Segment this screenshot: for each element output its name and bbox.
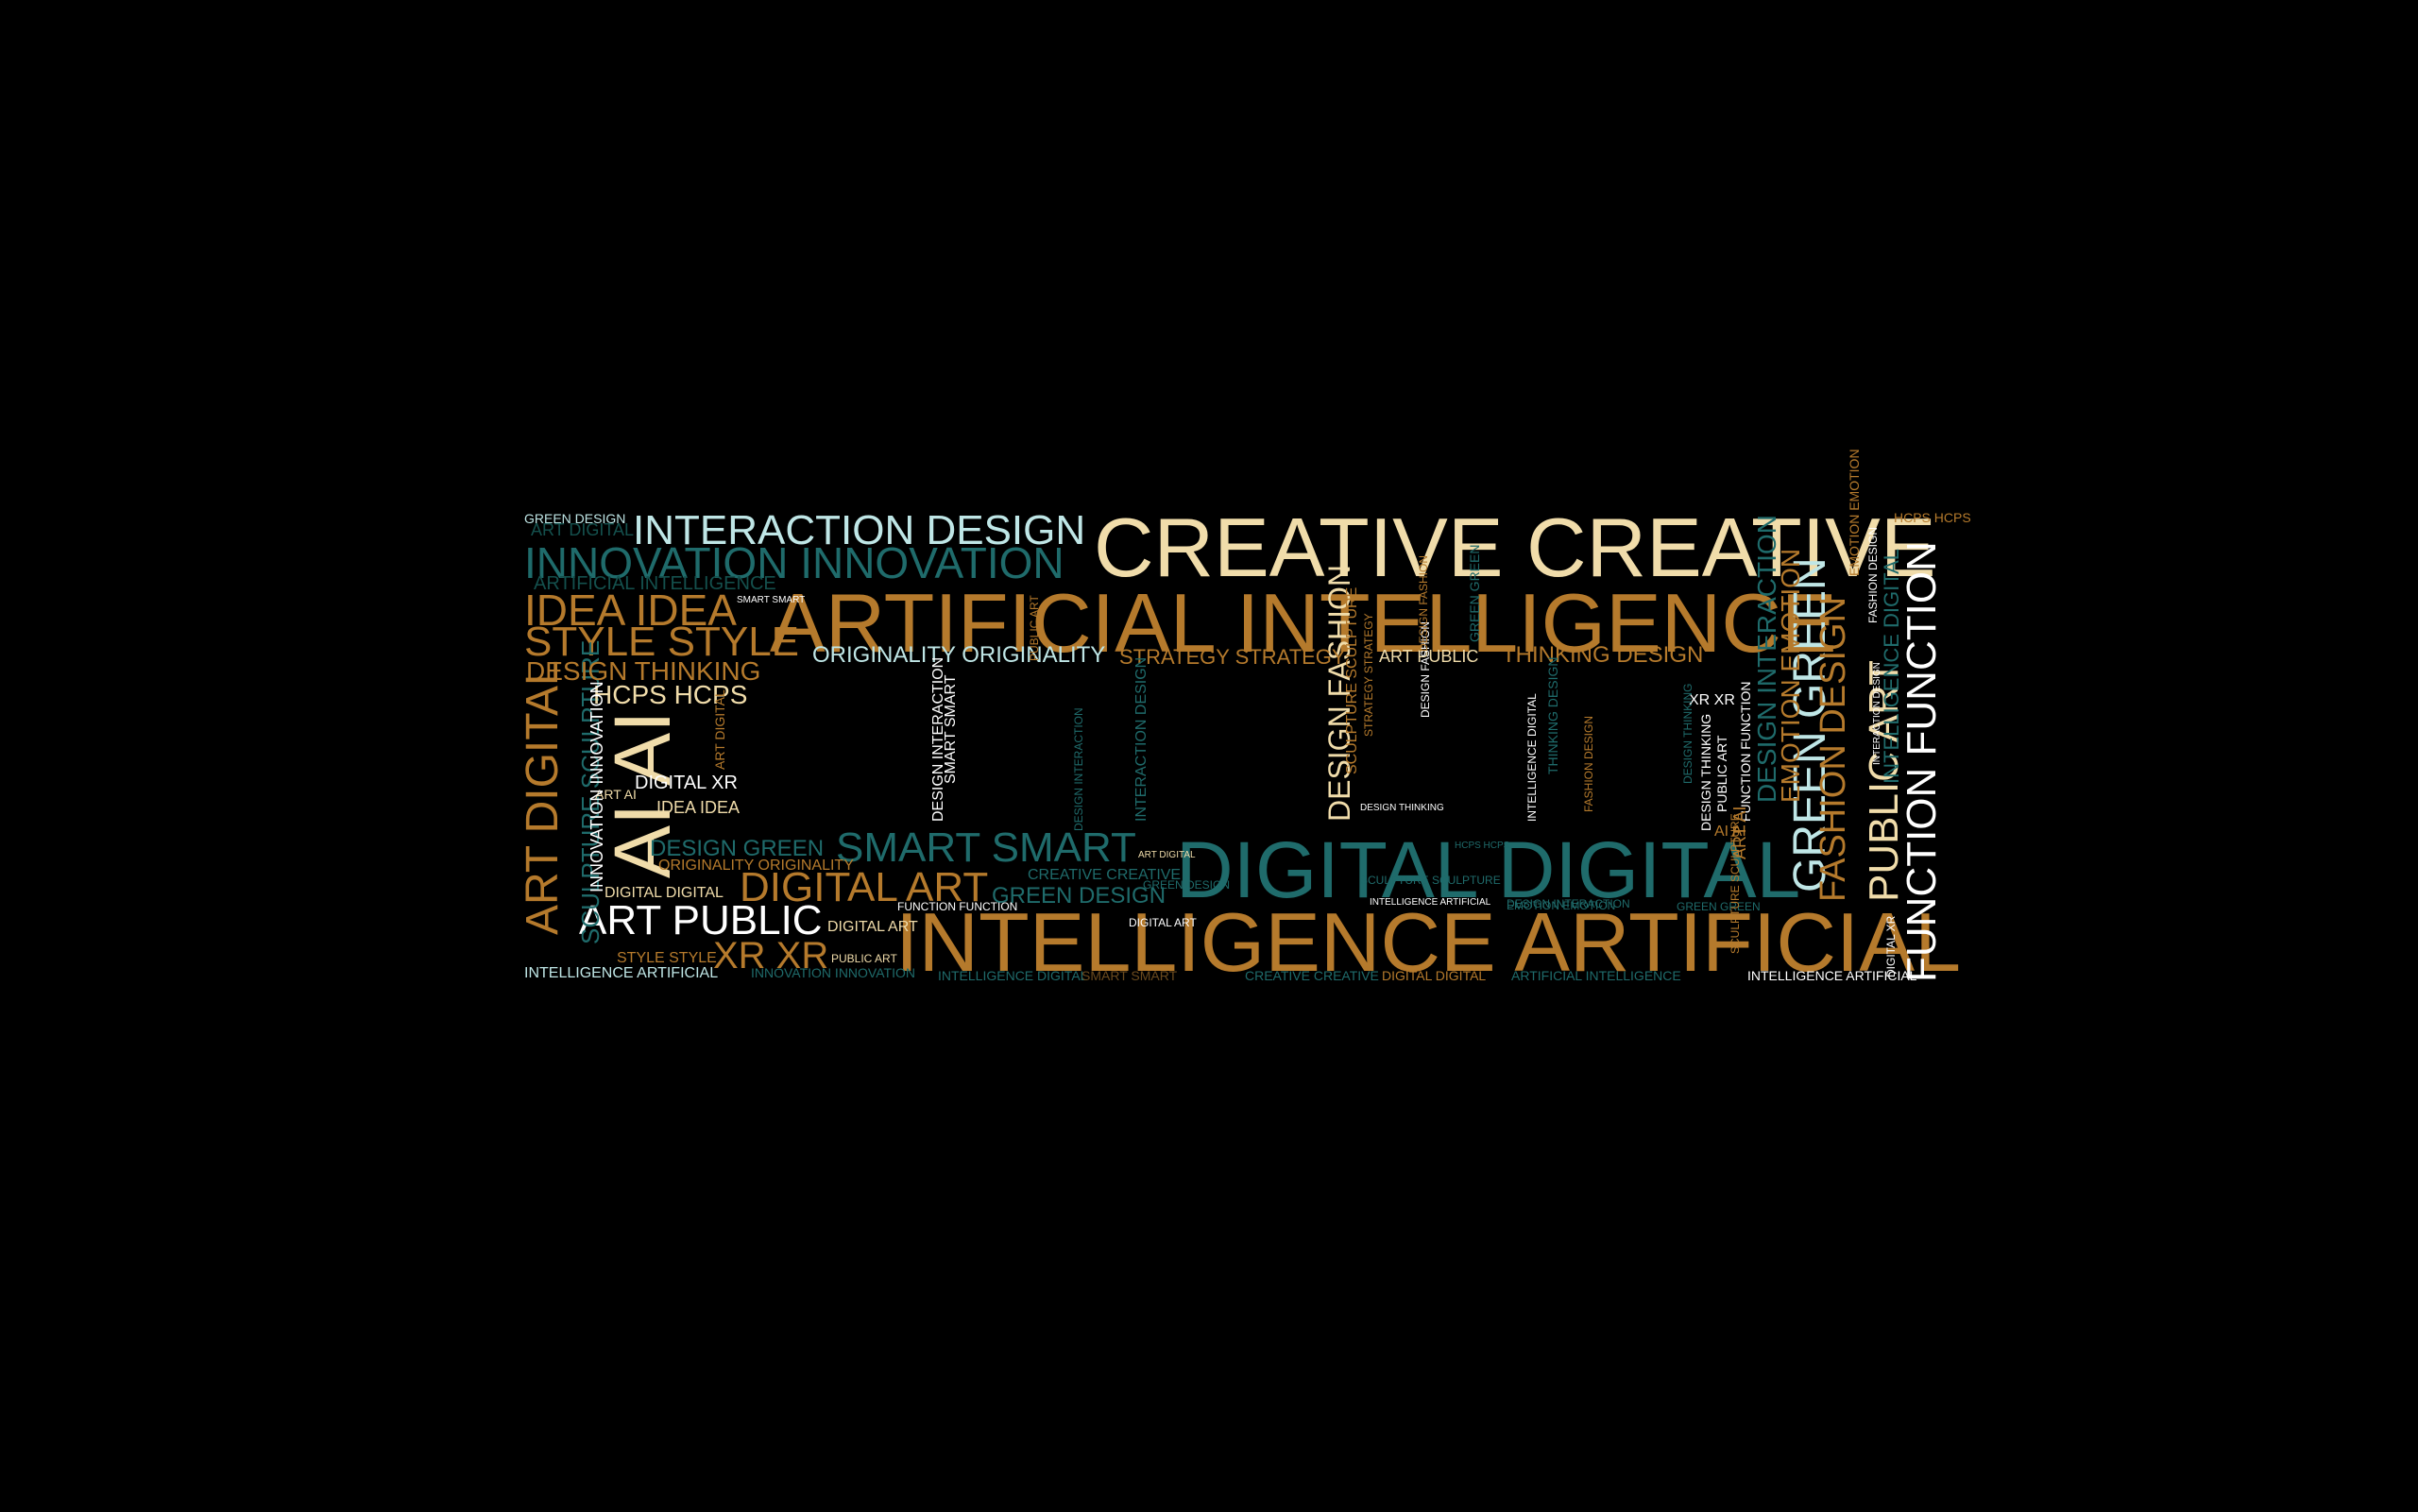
word-design-thinking: DESIGN THINKING bbox=[1360, 803, 1444, 813]
word-green-design: GREEN DESIGN bbox=[992, 883, 1166, 909]
word-creative-creative: CREATIVE CREATIVE bbox=[1094, 501, 1936, 594]
word-emotion-emotion: EMOTION EMOTION bbox=[1776, 549, 1805, 803]
word-art-digital: ART DIGITAL bbox=[531, 520, 634, 539]
word-design-green: DESIGN GREEN bbox=[650, 836, 824, 861]
word-ai-ai: AI AI bbox=[1714, 824, 1746, 840]
word-ai-ai: AI AI bbox=[598, 711, 687, 878]
word-sculpture-sculpture: SCULPTURE SCULPTURE bbox=[1360, 874, 1501, 887]
word-innovation-innovation: INNOVATION INNOVATION bbox=[524, 538, 1064, 587]
word-sculpture-sculpture: SCULPTURE SCULPTURE bbox=[576, 640, 604, 944]
word-intelligence-digital: INTELLIGENCE DIGITAL bbox=[1525, 693, 1539, 822]
word-artificial-intelligence: ARTIFICIAL INTELLIGENCE bbox=[534, 573, 776, 594]
word-green-green: GREEN GREEN bbox=[1785, 557, 1835, 892]
word-emotion-emotion: EMOTION EMOTION bbox=[1507, 899, 1615, 912]
word-fashion-design: FASHION DESIGN bbox=[1582, 716, 1595, 812]
word-smart-smart: SMART SMART bbox=[1081, 968, 1178, 983]
word-design-fashion: DESIGN FASHION bbox=[1419, 621, 1432, 718]
word-green-green: GREEN GREEN bbox=[1467, 545, 1482, 642]
word-digital-art: DIGITAL ART bbox=[1129, 916, 1197, 929]
word-digital-digital: DIGITAL DIGITAL bbox=[604, 885, 724, 901]
word-public-art: PUBLIC ART bbox=[831, 952, 897, 965]
word-function-function: FUNCTION FUNCTION bbox=[1899, 541, 1945, 982]
word-emotion-emotion: EMOTION EMOTION bbox=[1847, 449, 1862, 576]
word-idea-idea: IDEA IDEA bbox=[524, 586, 737, 635]
word-originality-originality: ORIGINALITY ORIGINALITY bbox=[658, 858, 854, 874]
word-intelligence-artificial: INTELLIGENCE ARTIFICIAL bbox=[1747, 968, 1917, 983]
word-fashion-design: FASHION DESIGN bbox=[1814, 597, 1853, 902]
word-intelligence-artificial: INTELLIGENCE ARTIFICIAL bbox=[524, 965, 718, 981]
word-artificial-intelligence: ARTIFICIAL INTELLIGENCE bbox=[770, 576, 1837, 670]
word-style-style: STYLE STYLE bbox=[617, 950, 717, 966]
word-intelligence-artificial: INTELLIGENCE ARTIFICIAL bbox=[895, 895, 1961, 989]
word-intelligence-digital: INTELLIGENCE DIGITAL bbox=[1880, 549, 1903, 784]
word-art-digital: ART DIGITAL bbox=[518, 660, 568, 935]
word-digital-digital: DIGITAL DIGITAL bbox=[1382, 968, 1486, 983]
word-design-thinking: DESIGN THINKING bbox=[526, 656, 760, 686]
word-digital-xr: DIGITAL XR bbox=[635, 773, 738, 793]
word-smart-smart: SMART SMART bbox=[943, 674, 959, 784]
word-originality-originality: ORIGINALITY ORIGINALITY bbox=[812, 642, 1105, 668]
word-design-thinking: DESIGN THINKING bbox=[1698, 714, 1713, 831]
word-interaction-design: INTERACTION DESIGN bbox=[1133, 657, 1149, 822]
word-public-art: PUBLIC ART bbox=[1714, 735, 1729, 812]
word-art-ai: ART AI bbox=[595, 787, 637, 802]
word-art-public: ART PUBLIC bbox=[579, 897, 823, 943]
word-digital-digital: DIGITAL DIGITAL bbox=[1176, 825, 1800, 914]
word-design-fashion: DESIGN FASHION bbox=[1322, 565, 1356, 822]
word-strategy-strategy: STRATEGY STRATEGY bbox=[1119, 645, 1346, 669]
word-smart-smart: SMART SMART bbox=[737, 595, 805, 605]
word-strategy-strategy: STRATEGY STRATEGY bbox=[1362, 613, 1375, 737]
word-xr-xr: XR XR bbox=[713, 935, 828, 977]
word-design-thinking: DESIGN THINKING bbox=[1681, 684, 1694, 784]
word-green-green: GREEN GREEN bbox=[1677, 900, 1761, 913]
word-xr-xr: XR XR bbox=[1689, 692, 1735, 708]
word-digital-art: DIGITAL ART bbox=[740, 864, 988, 910]
word-art-public: ART PUBLIC bbox=[1379, 647, 1478, 666]
word-fashion-design: FASHION DESIGN bbox=[1866, 527, 1880, 623]
word-hcps-hcps: HCPS HCPS bbox=[1455, 841, 1510, 851]
word-hcps-hcps: HCPS HCPS bbox=[593, 680, 747, 709]
word-design-interaction: DESIGN INTERACTION bbox=[1507, 897, 1630, 910]
word-style-style: STYLE STYLE bbox=[524, 619, 799, 665]
word-function-function: FUNCTION FUNCTION bbox=[1738, 681, 1753, 822]
word-idea-idea: IDEA IDEA bbox=[656, 798, 740, 817]
word-public-art: PUBLIC ART bbox=[1028, 595, 1041, 661]
word-green-design: GREEN DESIGN bbox=[1143, 878, 1230, 892]
word-interaction-design: INTERACTION DESIGN bbox=[1872, 662, 1882, 765]
word-art-digital: ART DIGITAL bbox=[1138, 850, 1196, 860]
word-thinking-design: THINKING DESIGN bbox=[1502, 642, 1703, 668]
word-design-interaction: DESIGN INTERACTION bbox=[1752, 515, 1781, 803]
word-interaction-design: INTERACTION DESIGN bbox=[633, 507, 1085, 553]
word-art-ai: ART AI bbox=[1730, 807, 1749, 859]
word-intelligence-digital: INTELLIGENCE DIGITAL bbox=[938, 968, 1088, 983]
word-artificial-intelligence: ARTIFICIAL INTELLIGENCE bbox=[1511, 968, 1681, 983]
word-public-art: PUBLIC ART bbox=[1861, 660, 1907, 902]
word-hcps-hcps: HCPS HCPS bbox=[1894, 510, 1971, 525]
word-green-design: GREEN DESIGN bbox=[524, 511, 625, 526]
word-thinking-design: THINKING DESIGN bbox=[1545, 657, 1560, 774]
word-smart-smart: SMART SMART bbox=[836, 824, 1136, 871]
word-sculpture-sculpture: SCULPTURE SCULPTURE bbox=[1344, 587, 1360, 774]
word-art-digital: ART DIGITAL bbox=[712, 689, 727, 770]
word-design-fashion: DESIGN FASHION bbox=[1417, 555, 1430, 652]
word-digital-xr: DIGITAL XR bbox=[1884, 915, 1898, 977]
word-design-interaction: DESIGN INTERACTION bbox=[1072, 707, 1085, 831]
word-innovation-innovation: INNOVATION INNOVATION bbox=[751, 965, 915, 980]
word-intelligence-artificial: INTELLIGENCE ARTIFICIAL bbox=[1370, 897, 1491, 908]
word-digital-art: DIGITAL ART bbox=[827, 919, 918, 935]
word-function-function: FUNCTION FUNCTION bbox=[897, 900, 1017, 913]
word-sculpture-sculpture: SCULPTURE SCULPTURE bbox=[1728, 813, 1742, 954]
word-creative-creative: CREATIVE CREATIVE bbox=[1028, 867, 1181, 883]
word-innovation-innovation: INNOVATION INNOVATION bbox=[587, 681, 606, 892]
word-design-interaction: DESIGN INTERACTION bbox=[930, 657, 946, 822]
word-creative-creative: CREATIVE CREATIVE bbox=[1245, 968, 1379, 983]
